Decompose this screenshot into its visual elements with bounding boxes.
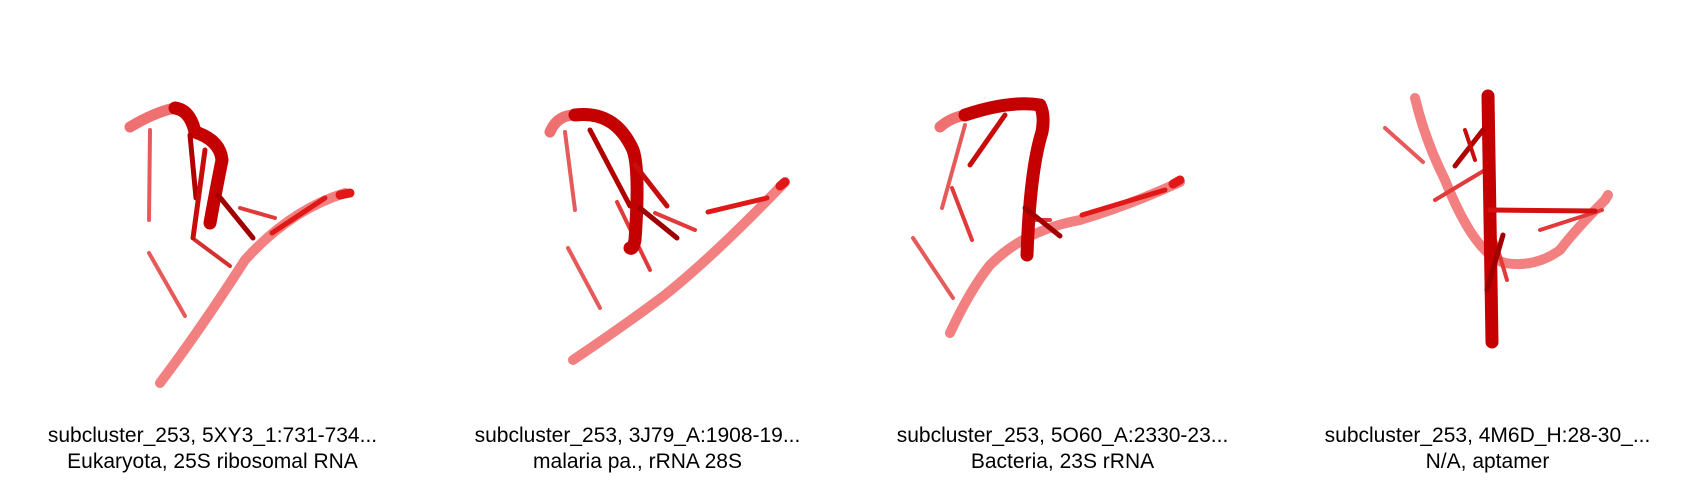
rna-structure-image-3 <box>911 97 1185 338</box>
panel-subtitle: Bacteria, 23S rRNA <box>970 450 1155 473</box>
rna-structure-image-1 <box>124 101 355 388</box>
rna-structure-image-4 <box>1383 89 1613 349</box>
panel-subtitle: N/A, aptamer <box>1425 450 1550 473</box>
structure-panel-3: subcluster_253, 5O60_A:2330-23... Bacter… <box>850 0 1275 480</box>
panel-title: subcluster_253, 4M6D_H:28-30_... <box>1324 424 1651 447</box>
structure-panel-1: subcluster_253, 5XY3_1:731-734... Eukary… <box>0 0 425 480</box>
structure-panel-2: subcluster_253, 3J79_A:1908-19... malari… <box>425 0 850 480</box>
panel-subtitle: Eukaryota, 25S ribosomal RNA <box>67 450 358 473</box>
rna-structure-image-2 <box>544 107 790 365</box>
panel-title: subcluster_253, 3J79_A:1908-19... <box>474 424 801 447</box>
panel-subtitle: malaria pa., rRNA 28S <box>533 450 742 473</box>
structure-panel-4: subcluster_253, 4M6D_H:28-30_... N/A, ap… <box>1275 0 1700 480</box>
panel-title: subcluster_253, 5O60_A:2330-23... <box>896 424 1229 447</box>
panel-title: subcluster_253, 5XY3_1:731-734... <box>47 424 378 447</box>
